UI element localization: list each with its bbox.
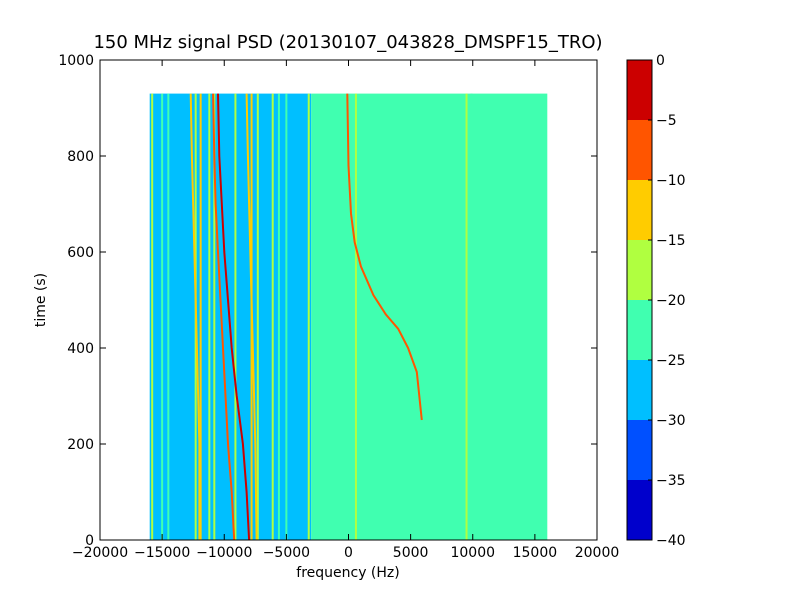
colorbar: −40 −35 −30 −25 −20 −15 −10 −5 0 [626,53,686,549]
x-tick-label: 20000 [575,545,620,561]
x-tick-label: 10000 [450,545,495,561]
x-tick-label: 15000 [513,545,558,561]
colorbar-tick-label: −35 [656,473,686,489]
doppler-track-1 [212,93,236,541]
x-tick-label: −5000 [263,545,310,561]
doppler-track-3 [189,93,201,540]
doppler-track-2 [245,93,258,541]
doppler-tracks [189,93,423,541]
spectrogram-plot: −20000 −15000 −10000 −5000 0 5000 10000 15000 20… [58,53,619,561]
x-axis: −20000 −15000 −10000 −5000 0 5000 10000 15000 20… [72,60,619,561]
x-tick-label: −15000 [134,545,190,561]
x-axis-label: frequency (Hz) [296,565,399,581]
colorbar-band-7 [627,60,652,120]
doppler-track-0 [217,93,251,541]
x-tick-label: −10000 [196,545,252,561]
y-axis-label: time (s) [33,273,49,327]
y-axis: 0 200 400 600 800 1000 [58,53,597,549]
colorbar-band-1 [627,420,652,480]
x-tick-label: 5000 [393,545,429,561]
chart-title: 150 MHz signal PSD (20130107_043828_DMSP… [93,32,602,53]
colorbar-band-6 [627,120,652,180]
colorbar-tick-label: −15 [656,233,686,249]
colorbar-band-4 [627,240,652,300]
colorbar-tick-label: −5 [656,113,677,129]
y-tick-label: 600 [67,245,94,261]
y-tick-label: 800 [67,149,94,165]
colorbar-band-0 [627,480,652,540]
colorbar-tick-label: −40 [656,533,686,549]
doppler-track-4 [346,93,423,421]
colorbar-tick-label: −10 [656,173,686,189]
colorbar-tick-label: −20 [656,293,686,309]
x-tick-label: 0 [344,545,353,561]
colorbar-band-2 [627,360,652,420]
colorbar-band-5 [627,180,652,240]
x-tick-label: −20000 [72,545,128,561]
colorbar-tick-label: −30 [656,413,686,429]
colorbar-tick-label: 0 [656,53,665,69]
heat-region-1 [311,93,548,540]
y-tick-label: 0 [85,533,94,549]
y-tick-label: 400 [67,341,94,357]
colorbar-band-3 [627,300,652,360]
y-tick-label: 1000 [58,53,94,69]
heatmap-layer [149,93,548,540]
y-tick-label: 200 [67,437,94,453]
colorbar-tick-label: −25 [656,353,686,369]
